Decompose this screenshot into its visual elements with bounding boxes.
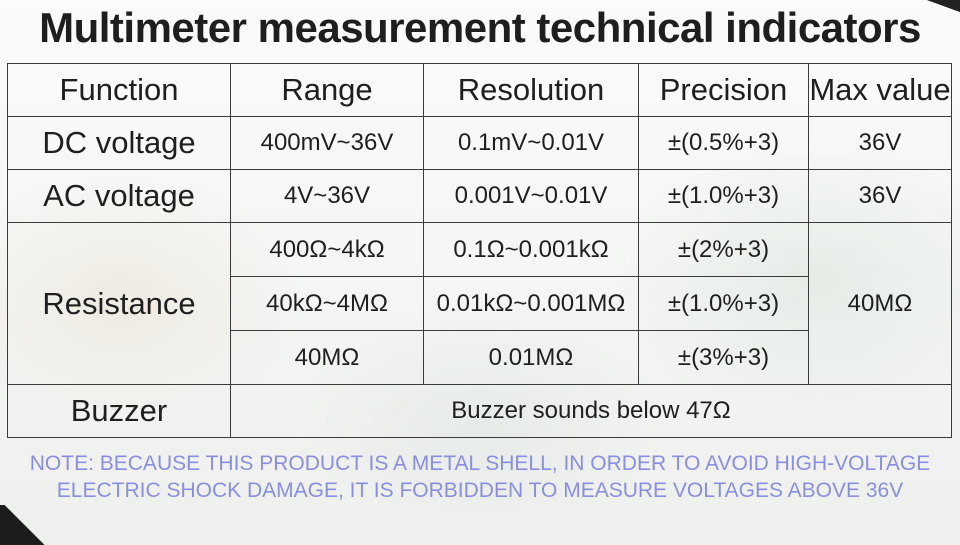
cell-function: Resistance	[7, 222, 231, 385]
table-row-ac-voltage: AC voltage 4V~36V 0.001V~0.01V ±(1.0%+3)…	[7, 169, 952, 223]
cell-precision: ±(0.5%+3)	[638, 116, 809, 170]
header-precision: Precision	[638, 63, 809, 117]
table-header-row: Function Range Resolution Precision Max …	[7, 63, 952, 117]
cell-function: AC voltage	[7, 169, 231, 223]
cell-precision: ±(1.0%+3)	[638, 276, 809, 331]
cell-range: 40MΩ	[230, 330, 424, 385]
cell-range: 40kΩ~4MΩ	[230, 276, 424, 331]
table-row-dc-voltage: DC voltage 400mV~36V 0.1mV~0.01V ±(0.5%+…	[7, 116, 952, 170]
header-range: Range	[230, 63, 424, 117]
cell-resolution: 0.01kΩ~0.001MΩ	[423, 276, 639, 331]
cell-resolution: 0.001V~0.01V	[423, 169, 639, 223]
corner-decoration	[0, 505, 70, 545]
cell-precision: ±(1.0%+3)	[638, 169, 809, 223]
cell-range: 400Ω~4kΩ	[230, 222, 424, 277]
table-row-resistance: Resistance 400Ω~4kΩ 0.1Ω~0.001kΩ ±(2%+3)…	[7, 222, 952, 385]
warning-note-line: ELECTRIC SHOCK DAMAGE, IT IS FORBIDDEN T…	[56, 479, 904, 502]
cell-resolution: 0.1mV~0.01V	[423, 116, 639, 170]
spec-table: Function Range Resolution Precision Max …	[7, 63, 952, 438]
cell-resolution: 0.1Ω~0.001kΩ	[423, 222, 639, 277]
cell-precision: ±(3%+3)	[638, 330, 809, 385]
cell-function: Buzzer	[7, 384, 231, 438]
cell-max-value: 36V	[808, 169, 952, 223]
cell-precision: ±(2%+3)	[638, 222, 809, 277]
page-title: Multimeter measurement technical indicat…	[39, 4, 921, 51]
warning-note: NOTE: BECAUSE THIS PRODUCT IS A METAL SH…	[0, 450, 960, 504]
table-row-resistance: 40kΩ~4MΩ 0.01kΩ~0.001MΩ ±(1.0%+3)	[8, 276, 952, 331]
corner-decoration-top	[920, 0, 960, 12]
header-function: Function	[7, 63, 231, 117]
cell-resolution: 0.01MΩ	[423, 330, 639, 385]
cell-range: 400mV~36V	[230, 116, 424, 170]
cell-buzzer-description: Buzzer sounds below 47Ω	[230, 384, 952, 438]
cell-max-value: 36V	[808, 116, 952, 170]
header-resolution: Resolution	[423, 63, 639, 117]
cell-range: 4V~36V	[230, 169, 424, 223]
cell-function: DC voltage	[7, 116, 231, 170]
header-max-value: Max value	[808, 63, 952, 117]
warning-note-line: NOTE: BECAUSE THIS PRODUCT IS A METAL SH…	[29, 452, 931, 475]
table-row-buzzer: Buzzer Buzzer sounds below 47Ω	[7, 384, 952, 438]
cell-max-value: 40MΩ	[808, 222, 952, 385]
